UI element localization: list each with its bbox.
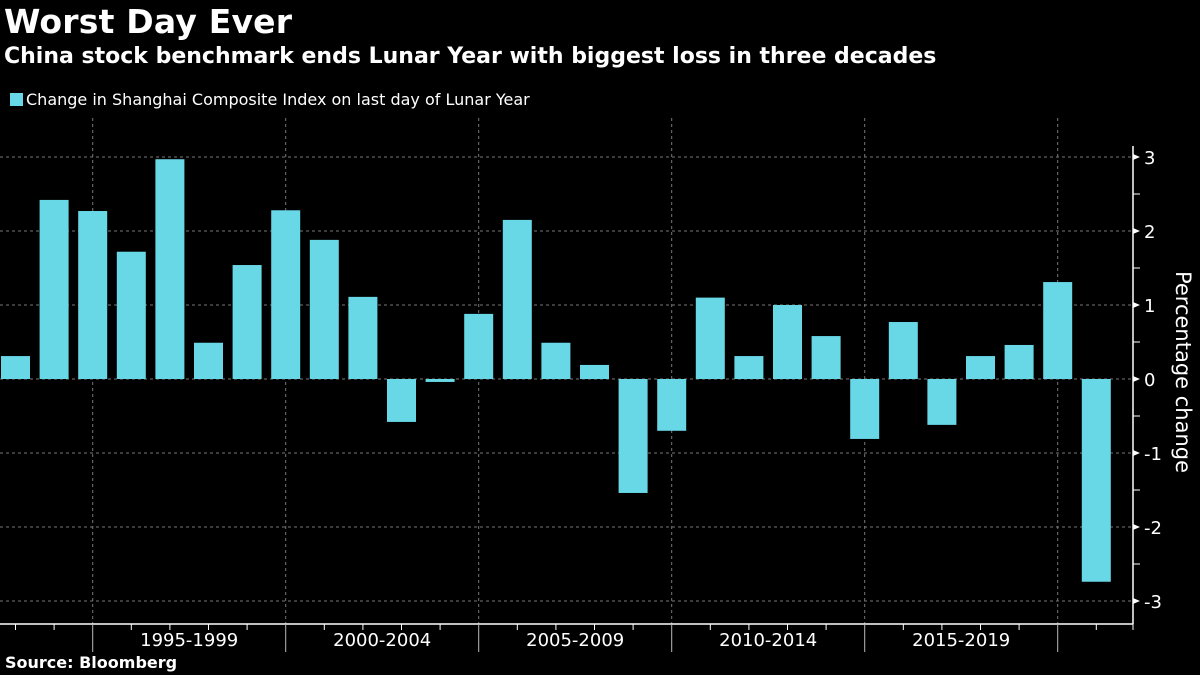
bar-1995 [78, 211, 108, 379]
y-major-tick [1133, 228, 1140, 234]
y-major-tick [1133, 598, 1140, 604]
bar-2000 [271, 210, 301, 379]
bar-2004 [425, 379, 455, 382]
chart-subtitle: China stock benchmark ends Lunar Year wi… [4, 44, 937, 69]
legend: Change in Shanghai Composite Index on la… [10, 90, 530, 109]
bar-2012 [734, 356, 764, 379]
bar-2002 [348, 296, 378, 379]
bar-2021 [1081, 379, 1111, 582]
y-axis-label: Percentage change [1171, 271, 1195, 473]
bar-2017 [927, 379, 957, 425]
y-major-tick [1133, 376, 1140, 382]
y-major-tick [1133, 450, 1140, 456]
bar-2006 [502, 219, 532, 379]
bar-2015 [850, 379, 880, 439]
bar-2003 [387, 379, 416, 422]
bar-1996 [116, 251, 146, 379]
source-note: Source: Bloomberg [5, 653, 178, 672]
x-tick-label: 2015-2019 [912, 630, 1010, 651]
y-axis: 3 2 1 0 -1 -2 -3 [1132, 146, 1162, 624]
bar-2010 [657, 379, 687, 431]
bar-2001 [309, 239, 339, 379]
bar-1994 [39, 199, 69, 379]
bar-2020 [1043, 282, 1073, 379]
bars [1, 159, 1111, 582]
bar-2019 [1004, 344, 1034, 379]
y-major-tick [1133, 302, 1140, 308]
bar-2008 [580, 364, 609, 379]
bar-1998 [194, 342, 223, 379]
x-tick-label: 2010-2014 [719, 630, 817, 651]
bar-2016 [888, 322, 918, 379]
y-major-tick [1133, 154, 1140, 160]
x-tick-label: 2000-2004 [333, 630, 431, 651]
x-tick-label: 2005-2009 [526, 630, 624, 651]
bar-2011 [695, 297, 725, 379]
y-tick-label: 0 [1144, 370, 1155, 391]
bar-2018 [966, 356, 995, 379]
legend-label: Change in Shanghai Composite Index on la… [26, 90, 530, 109]
bar-2014 [811, 336, 841, 379]
chart-title: Worst Day Ever [4, 2, 293, 41]
x-tick-label: 1995-1999 [140, 630, 238, 651]
bar-1993 [1, 356, 30, 379]
y-tick-label: 2 [1144, 222, 1155, 243]
y-tick-label: -2 [1144, 518, 1162, 539]
y-tick-label: 3 [1144, 148, 1155, 169]
bar-2007 [541, 342, 571, 379]
y-tick-label: -3 [1144, 592, 1162, 613]
y-tick-label: 1 [1144, 296, 1155, 317]
bar-2013 [773, 305, 802, 379]
legend-swatch [10, 93, 23, 106]
bar-2009 [618, 379, 648, 493]
bar-1999 [232, 265, 262, 379]
y-major-tick [1133, 524, 1140, 530]
x-axis: 1995-1999 2000-2004 2005-2009 2010-2014 2015… [0, 623, 1134, 652]
bar-1997 [155, 159, 185, 379]
y-tick-label: -1 [1144, 444, 1162, 465]
bar-2005 [464, 313, 494, 379]
